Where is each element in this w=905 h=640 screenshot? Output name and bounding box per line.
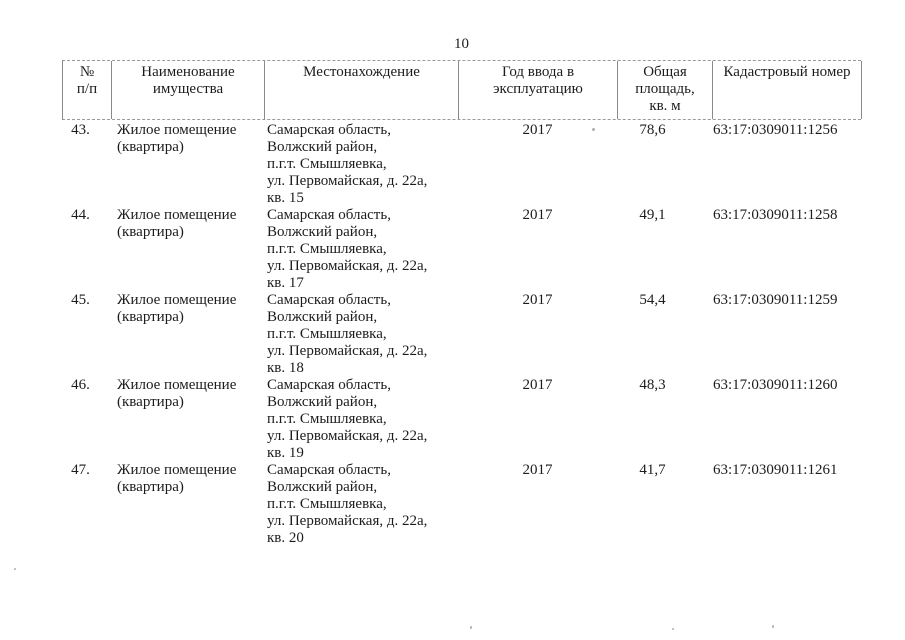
- property-name-line: (квартира): [117, 309, 184, 325]
- cell-cadastral-number: 63:17:0309011:1256: [713, 122, 838, 138]
- cell-property-name: Жилое помещение (квартира): [111, 122, 264, 207]
- header-line: Год ввода в: [501, 64, 575, 80]
- cell-location: Самарская область, Волжский район, п.г.т. …: [264, 377, 458, 462]
- location-line: п.г.т. Смышляевка,: [267, 411, 387, 427]
- property-name-line: Жилое помещение: [117, 207, 237, 223]
- location-line: Волжский район,: [267, 224, 378, 240]
- column-header: Общая площадь, кв. м: [618, 61, 713, 119]
- cell-property-name: Жилое помещение (квартира): [111, 292, 264, 377]
- location-line: Самарская область,: [267, 292, 391, 308]
- location-line: п.г.т. Смышляевка,: [267, 326, 387, 342]
- location-line: Волжский район,: [267, 479, 378, 495]
- cell-cadastral-number: 63:17:0309011:1261: [713, 462, 838, 478]
- property-name-line: Жилое помещение: [117, 377, 237, 393]
- table-row: 43. Жилое помещение (квартира) Самарская …: [62, 122, 861, 207]
- column-header: Год ввода в эксплуатацию: [459, 61, 618, 119]
- header-line: Общая: [643, 64, 687, 80]
- location-line: п.г.т. Смышляевка,: [267, 156, 387, 172]
- location-line: Самарская область,: [267, 122, 391, 138]
- column-header: Наименование имущества: [112, 61, 265, 119]
- location-line: п.г.т. Смышляевка,: [267, 496, 387, 512]
- cell-year: 2017: [522, 207, 553, 223]
- property-name-line: (квартира): [117, 139, 184, 155]
- cell-property-name: Жилое помещение (квартира): [111, 207, 264, 292]
- location-line: ул. Первомайская, д. 22а,: [267, 513, 428, 529]
- cell-area: 48,3: [639, 377, 666, 393]
- property-name-line: Жилое помещение: [117, 122, 237, 138]
- scan-speck: [470, 626, 472, 629]
- scan-speck: [772, 625, 774, 628]
- header-line: Местонахождение: [303, 64, 420, 80]
- cell-area: 41,7: [639, 462, 666, 478]
- cell-year: 2017: [522, 122, 553, 138]
- column-header: Местонахождение: [265, 61, 459, 119]
- cell-year: 2017: [522, 462, 553, 478]
- table-row: 47. Жилое помещение (квартира) Самарская …: [62, 462, 861, 547]
- property-name-line: (квартира): [117, 224, 184, 240]
- header-line: эксплуатацию: [493, 81, 583, 97]
- location-line: Самарская область,: [267, 462, 391, 478]
- location-line: кв. 18: [267, 360, 304, 376]
- location-line: Волжский район,: [267, 394, 378, 410]
- header-line: кв. м: [649, 98, 681, 114]
- header-line: Кадастровый номер: [723, 64, 851, 80]
- cell-row-number: 44.: [71, 207, 90, 223]
- scan-speck: [14, 568, 16, 570]
- cell-row-number: 46.: [71, 377, 90, 393]
- table-row: 44. Жилое помещение (квартира) Самарская …: [62, 207, 861, 292]
- table-body: 43. Жилое помещение (квартира) Самарская …: [62, 120, 861, 547]
- column-header: Кадастровый номер: [713, 61, 862, 119]
- header-line: Наименование: [141, 64, 235, 80]
- location-line: ул. Первомайская, д. 22а,: [267, 173, 428, 189]
- page-number: 10: [454, 36, 469, 52]
- cell-property-name: Жилое помещение (квартира): [111, 462, 264, 547]
- property-name-line: (квартира): [117, 479, 184, 495]
- cell-location: Самарская область, Волжский район, п.г.т. …: [264, 122, 458, 207]
- table-row: 46. Жилое помещение (квартира) Самарская …: [62, 377, 861, 462]
- location-line: Самарская область,: [267, 207, 391, 223]
- scan-speck: [672, 628, 674, 630]
- cell-year: 2017: [522, 377, 553, 393]
- location-line: ул. Первомайская, д. 22а,: [267, 343, 428, 359]
- cell-row-number: 47.: [71, 462, 90, 478]
- cell-area: 49,1: [639, 207, 666, 223]
- cell-property-name: Жилое помещение (квартира): [111, 377, 264, 462]
- property-table: № п/п Наименование имущества Местонахождение…: [62, 60, 862, 547]
- cell-cadastral-number: 63:17:0309011:1259: [713, 292, 838, 308]
- property-name-line: Жилое помещение: [117, 292, 237, 308]
- location-line: кв. 15: [267, 190, 304, 206]
- location-line: п.г.т. Смышляевка,: [267, 241, 387, 257]
- cell-row-number: 45.: [71, 292, 90, 308]
- location-line: Самарская область,: [267, 377, 391, 393]
- cell-row-number: 43.: [71, 122, 90, 138]
- cell-cadastral-number: 63:17:0309011:1258: [713, 207, 838, 223]
- header-line: п/п: [76, 81, 98, 97]
- table-header-row: № п/п Наименование имущества Местонахождение…: [62, 60, 862, 120]
- location-line: ул. Первомайская, д. 22а,: [267, 258, 428, 274]
- cell-cadastral-number: 63:17:0309011:1260: [713, 377, 838, 393]
- cell-year: 2017: [522, 292, 553, 308]
- property-name-line: Жилое помещение: [117, 462, 237, 478]
- property-name-line: (квартира): [117, 394, 184, 410]
- location-line: кв. 17: [267, 275, 304, 291]
- cell-area: 54,4: [639, 292, 666, 308]
- header-line: №: [79, 64, 95, 80]
- location-line: Волжский район,: [267, 309, 378, 325]
- cell-location: Самарская область, Волжский район, п.г.т. …: [264, 207, 458, 292]
- location-line: кв. 19: [267, 445, 304, 461]
- location-line: кв. 20: [267, 530, 304, 546]
- header-line: площадь,: [635, 81, 695, 97]
- location-line: Волжский район,: [267, 139, 378, 155]
- header-line: имущества: [152, 81, 224, 97]
- cell-location: Самарская область, Волжский район, п.г.т. …: [264, 462, 458, 547]
- location-line: ул. Первомайская, д. 22а,: [267, 428, 428, 444]
- cell-location: Самарская область, Волжский район, п.г.т. …: [264, 292, 458, 377]
- column-header: № п/п: [63, 61, 112, 119]
- scan-speck: [592, 128, 595, 131]
- table-row: 45. Жилое помещение (квартира) Самарская …: [62, 292, 861, 377]
- cell-area: 78,6: [639, 122, 666, 138]
